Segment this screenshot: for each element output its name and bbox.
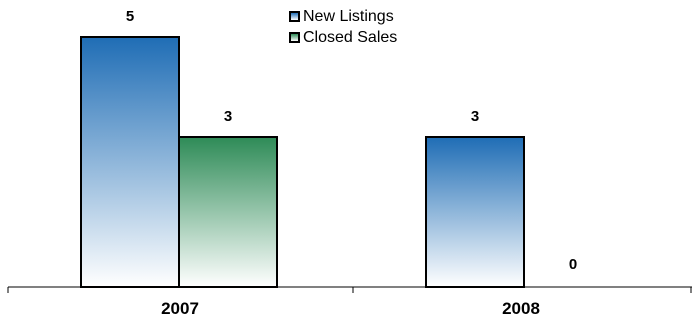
legend-swatch-blue-icon <box>289 11 300 22</box>
legend-swatch-green-icon <box>289 32 300 43</box>
legend-label: Closed Sales <box>303 28 398 46</box>
bar-closed-sales-2007 <box>178 136 278 288</box>
data-label: 3 <box>471 108 479 125</box>
x-tick-label: 2008 <box>502 299 540 318</box>
data-label: 5 <box>126 8 134 25</box>
legend-label: New Listings <box>303 7 394 25</box>
data-label: 3 <box>224 108 232 125</box>
data-label: 0 <box>569 256 577 273</box>
legend-item-closed-sales: Closed Sales <box>289 27 397 48</box>
bar-new-listings-2007 <box>80 36 180 288</box>
bar-new-listings-2008 <box>425 136 525 288</box>
legend: New Listings Closed Sales <box>289 6 397 48</box>
x-tick-label: 2007 <box>161 299 199 318</box>
legend-item-new-listings: New Listings <box>289 6 397 27</box>
